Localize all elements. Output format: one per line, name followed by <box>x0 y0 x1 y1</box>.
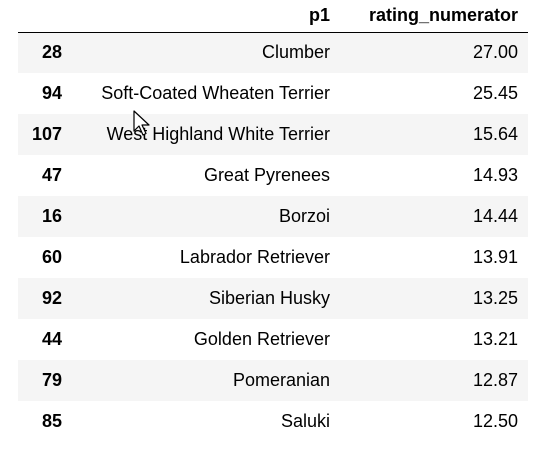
dataframe-output: p1 rating_numerator 28 Clumber 27.00 94 … <box>18 0 528 442</box>
cell-p1: Pomeranian <box>232 370 330 390</box>
table-row: 79 Pomeranian 12.87 <box>18 360 528 401</box>
table-row: 107 West Highland White Terrier 15.64 <box>18 114 528 155</box>
table-body: 28 Clumber 27.00 94 Soft-Coated Wheaten … <box>18 32 528 442</box>
cell-p1: Great Pyrenees <box>203 165 330 185</box>
cell-rating-numerator: 14.93 <box>472 165 518 185</box>
cell-rating-numerator: 25.45 <box>472 83 518 103</box>
row-index: 94 <box>41 83 62 103</box>
cell-p1: Soft-Coated Wheaten Terrier <box>101 83 330 103</box>
cell-rating-numerator: 13.21 <box>472 329 518 349</box>
cell-p1: Labrador Retriever <box>179 247 330 267</box>
index-header <box>18 0 66 33</box>
cell-rating-numerator: 13.25 <box>472 288 518 308</box>
table-header: p1 rating_numerator <box>18 0 528 33</box>
row-index: 16 <box>41 206 62 226</box>
cell-p1: Saluki <box>280 411 330 431</box>
cell-rating-numerator: 15.64 <box>472 124 518 144</box>
cell-rating-numerator: 27.00 <box>472 42 518 63</box>
row-index: 107 <box>31 124 62 144</box>
row-index: 44 <box>41 329 62 349</box>
table-row: 28 Clumber 27.00 <box>18 32 528 73</box>
row-index: 28 <box>41 42 62 63</box>
cell-p1: Clumber <box>261 42 330 63</box>
cell-p1: Siberian Husky <box>208 288 330 308</box>
row-index: 92 <box>41 288 62 308</box>
cell-p1: Borzoi <box>278 206 330 226</box>
dataframe-table: p1 rating_numerator 28 Clumber 27.00 94 … <box>18 0 528 442</box>
column-header-p1: p1 <box>66 0 336 33</box>
cell-rating-numerator: 12.50 <box>472 411 518 431</box>
cell-p1: Golden Retriever <box>193 329 330 349</box>
cell-rating-numerator: 13.91 <box>472 247 518 267</box>
row-index: 60 <box>41 247 62 267</box>
table-row: 60 Labrador Retriever 13.91 <box>18 237 528 278</box>
row-index: 47 <box>41 165 62 185</box>
cell-rating-numerator: 14.44 <box>472 206 518 226</box>
cell-rating-numerator: 12.87 <box>472 370 518 390</box>
table-row: 92 Siberian Husky 13.25 <box>18 278 528 319</box>
table-row: 94 Soft-Coated Wheaten Terrier 25.45 <box>18 73 528 114</box>
table-row: 16 Borzoi 14.44 <box>18 196 528 237</box>
header-row: p1 rating_numerator <box>18 0 528 33</box>
row-index: 85 <box>41 411 62 431</box>
table-row: 85 Saluki 12.50 <box>18 401 528 442</box>
table-row: 44 Golden Retriever 13.21 <box>18 319 528 360</box>
column-header-rating-numerator: rating_numerator <box>336 0 528 33</box>
cell-p1: West Highland White Terrier <box>106 124 330 144</box>
row-index: 79 <box>41 370 62 390</box>
table-row: 47 Great Pyrenees 14.93 <box>18 155 528 196</box>
